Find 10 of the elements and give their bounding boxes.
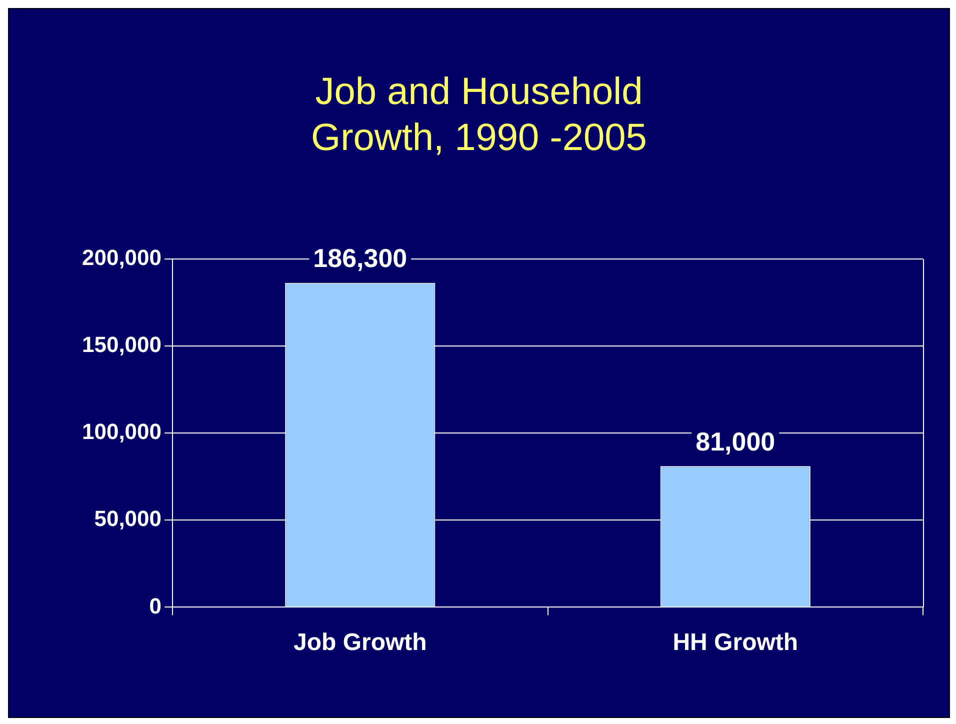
x-tick-label: HH Growth — [672, 629, 798, 656]
data-label: 186,300 — [313, 243, 408, 274]
y-tick-label: 100,000 — [82, 419, 162, 444]
y-tick-label: 200,000 — [82, 245, 162, 270]
y-tick-label: 0 — [149, 593, 162, 618]
chart-title: Job and Household Growth, 1990 -2005 — [310, 70, 648, 161]
data-label: 81,000 — [696, 426, 776, 456]
y-tick-label: 150,000 — [82, 332, 162, 358]
y-tick-label: 50,000 — [94, 506, 162, 532]
x-tick-label: Job Growth — [293, 629, 427, 656]
